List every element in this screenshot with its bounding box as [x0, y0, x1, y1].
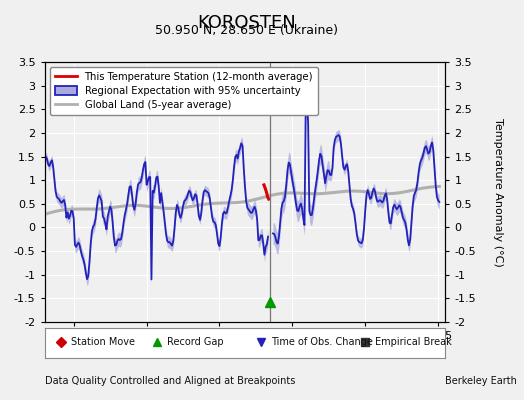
Text: Station Move: Station Move [71, 338, 135, 347]
Legend: This Temperature Station (12-month average), Regional Expectation with 95% uncer: This Temperature Station (12-month avera… [50, 67, 318, 115]
Text: KOROSTEN: KOROSTEN [197, 14, 296, 32]
Y-axis label: Temperature Anomaly (°C): Temperature Anomaly (°C) [493, 118, 503, 266]
Text: Data Quality Controlled and Aligned at Breakpoints: Data Quality Controlled and Aligned at B… [45, 376, 295, 386]
Text: Empirical Break: Empirical Break [375, 338, 452, 347]
Text: 50.950 N, 28.650 E (Ukraine): 50.950 N, 28.650 E (Ukraine) [155, 24, 338, 37]
Text: Record Gap: Record Gap [167, 338, 223, 347]
Text: Berkeley Earth: Berkeley Earth [445, 376, 517, 386]
Text: Time of Obs. Change: Time of Obs. Change [271, 338, 373, 347]
